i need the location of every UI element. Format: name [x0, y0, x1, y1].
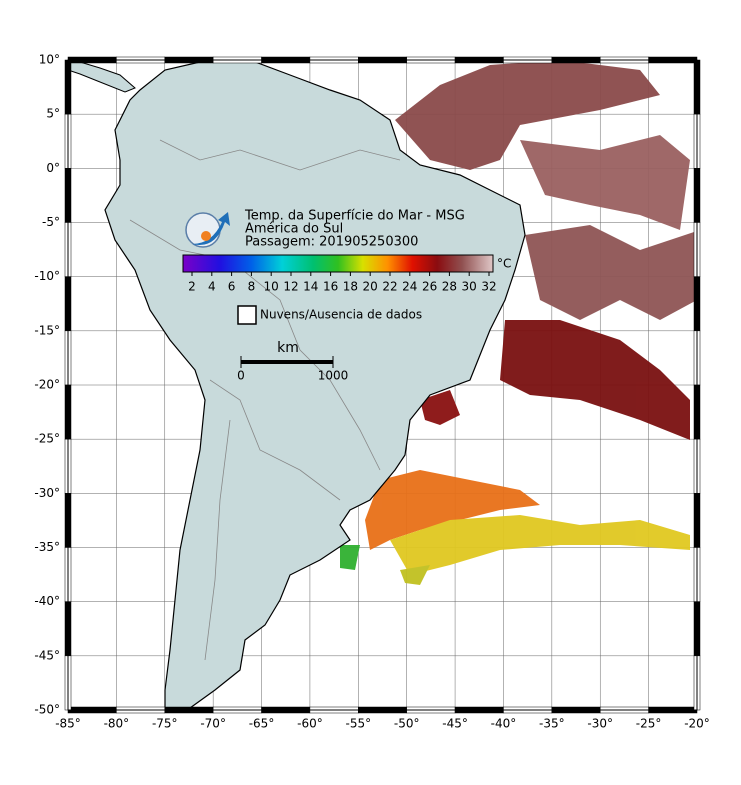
colorbar-unit: °C — [497, 257, 511, 271]
legend-swatch — [237, 305, 257, 325]
lat-tick-label: -20° — [34, 378, 60, 392]
lon-tick-label: -50° — [394, 717, 420, 731]
lon-tick-label: -60° — [297, 717, 323, 731]
sst-patch — [400, 565, 430, 585]
sst-patch — [520, 135, 690, 230]
colorbar-tick-label: 24 — [402, 280, 417, 294]
colorbar-tick-label: 12 — [283, 280, 298, 294]
central-america — [67, 61, 136, 93]
lon-tick-label: -25° — [636, 717, 662, 731]
border — [209, 379, 341, 501]
lon-tick-label: -80° — [104, 717, 130, 731]
lat-tick-label: -40° — [34, 594, 60, 608]
logo — [185, 212, 230, 248]
lon-tick-label: -65° — [249, 717, 275, 731]
lat-tick-label: 10° — [39, 53, 60, 67]
colorbar-tick-label: 28 — [442, 280, 457, 294]
lon-tick-label: -55° — [346, 717, 372, 731]
sst-patch — [365, 470, 540, 550]
sst-patches — [340, 60, 700, 585]
lon-tick-label: -85° — [55, 717, 81, 731]
title-line: América do Sul — [245, 222, 343, 237]
colorbar-tick-label: 8 — [248, 280, 256, 294]
lat-tick-label: -25° — [34, 432, 60, 446]
colorbar-tick-label: 26 — [422, 280, 437, 294]
lon-tick-label: -30° — [587, 717, 613, 731]
logo-circle — [185, 212, 221, 248]
scale-end-label: 1000 — [318, 369, 349, 383]
lat-tick-label: -50° — [34, 703, 60, 717]
lat-tick-label: -15° — [34, 323, 60, 337]
lat-tick-label: -45° — [34, 648, 60, 662]
scale-start-label: 0 — [237, 369, 245, 383]
lon-tick-label: -35° — [539, 717, 565, 731]
colorbar-tick-label: 20 — [363, 280, 378, 294]
sst-patch — [525, 225, 700, 320]
colorbar-tick-label: 22 — [382, 280, 397, 294]
lat-tick-label: -10° — [34, 269, 60, 283]
logo-arrow — [192, 212, 230, 246]
frame-border — [67, 59, 698, 711]
colorbar-ticks: 2 4 6 8 10 12 14 16 18 20 22 24 26 28 30 32 — [188, 272, 497, 294]
lat-tick-label: -35° — [34, 540, 60, 554]
colorbar-tick-label: 4 — [208, 280, 216, 294]
lat-tick-label: 0° — [46, 161, 60, 175]
lon-tick-label: -75° — [152, 717, 178, 731]
border — [159, 139, 401, 171]
colorbar-tick-label: 30 — [462, 280, 477, 294]
lon-tick-label: -45° — [442, 717, 468, 731]
border — [204, 419, 231, 661]
sst-patch — [500, 320, 690, 440]
sst-patch — [420, 390, 460, 425]
colorbar-tick-label: 14 — [303, 280, 318, 294]
sst-patch — [395, 60, 660, 170]
lon-tick-label: -40° — [491, 717, 517, 731]
lon-tick-label: -20° — [684, 717, 710, 731]
lat-tick-label: -30° — [34, 486, 60, 500]
title-line: Passagem: 201905250300 — [245, 235, 418, 250]
colorbar-tick-label: 10 — [264, 280, 279, 294]
title-line: Temp. da Superfície do Mar - MSG — [244, 209, 465, 224]
sst-patch — [340, 545, 360, 570]
colorbar-tick-label: 18 — [343, 280, 358, 294]
colorbar-tick-label: 6 — [228, 280, 236, 294]
lat-tick-label: 5° — [46, 107, 60, 121]
colorbar-tick-label: 2 — [188, 280, 196, 294]
lat-tick-label: -5° — [42, 215, 60, 229]
scale-unit: km — [277, 340, 299, 356]
borders — [129, 139, 401, 661]
colorbar-tick-label: 16 — [323, 280, 338, 294]
logo-dot — [201, 231, 211, 241]
border — [129, 219, 381, 471]
colorbar-tick-label: 32 — [481, 280, 496, 294]
legend-label: Nuvens/Ausencia de dados — [260, 308, 422, 322]
colorbar — [182, 254, 494, 273]
lon-tick-label: -70° — [200, 717, 226, 731]
scale-bar — [241, 360, 333, 364]
sst-patch — [390, 515, 690, 575]
